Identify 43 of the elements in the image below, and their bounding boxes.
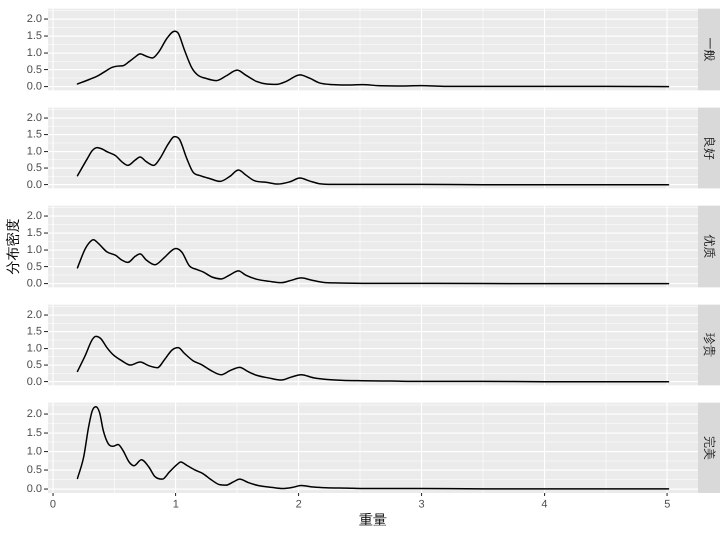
y-tick-label: 0.0 — [26, 482, 42, 495]
y-tick-label: 1.0 — [26, 342, 42, 354]
y-tick-label: 0.0 — [26, 80, 42, 93]
y-tick-label: 1.5 — [26, 128, 42, 141]
text: 珍贵 — [702, 333, 717, 357]
x-tick-label: 3 — [418, 498, 425, 511]
y-tick-label: 1.0 — [26, 145, 42, 158]
y-tick-label: 0.5 — [26, 464, 42, 476]
y-tick-label: 0.0 — [26, 178, 42, 191]
y-axis-title: 分布密度 — [4, 218, 20, 274]
y-tick-label: 2.0 — [26, 210, 42, 222]
y-tick-label: 1.0 — [26, 46, 42, 59]
line-series — [76, 336, 670, 382]
y-tick-label: 1.5 — [26, 227, 42, 240]
text: 一般 — [702, 38, 717, 62]
text: 完美 — [702, 436, 717, 460]
y-tick-label: 1.0 — [26, 446, 42, 458]
text: 良好 — [702, 136, 717, 160]
y-tick-label: 1.5 — [26, 326, 42, 338]
x-tick-label: 5 — [664, 498, 670, 511]
y-tick-label: 0.5 — [26, 359, 42, 372]
y-tick-label: 2.0 — [26, 13, 42, 26]
line-series — [76, 406, 670, 490]
line-series — [76, 136, 670, 186]
y-tick-label: 2.0 — [26, 112, 42, 124]
y-tick-label: 1.0 — [26, 244, 42, 256]
y-tick-label: 0.5 — [26, 64, 42, 76]
y-tick-label: 0.5 — [26, 162, 42, 174]
y-tick-label: 1.5 — [26, 426, 42, 439]
y-tick-label: 0.0 — [26, 278, 42, 290]
y-tick-label: 0.5 — [26, 260, 42, 273]
line-series — [76, 30, 670, 88]
y-tick-label: 2.0 — [26, 308, 42, 321]
x-tick-label: 4 — [541, 498, 548, 511]
line-series — [76, 238, 670, 284]
x-tick-label: 2 — [296, 498, 302, 511]
x-axis-title: 重量 — [359, 511, 387, 528]
text: 优质 — [702, 234, 717, 258]
y-tick-label: 2.0 — [26, 408, 42, 420]
x-tick-label: 1 — [172, 498, 179, 511]
x-tick-label: 0 — [50, 498, 56, 511]
y-tick-label: 1.5 — [26, 30, 42, 42]
y-tick-label: 0.0 — [26, 376, 42, 388]
